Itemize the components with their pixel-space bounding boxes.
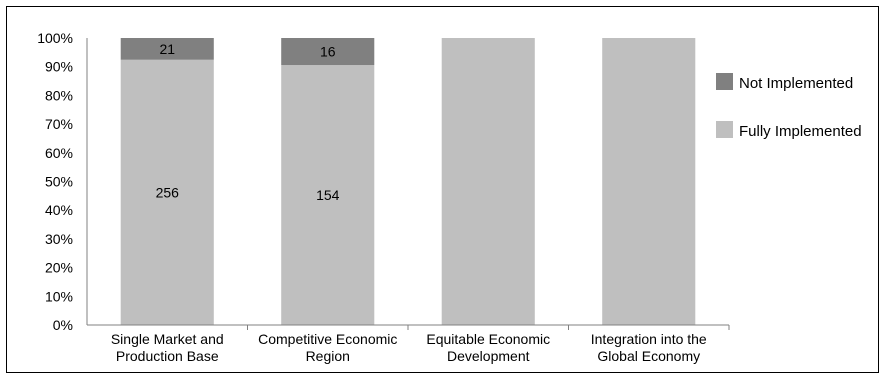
data-label-not-implemented: 21 (159, 41, 175, 57)
x-axis: Single Market and Production Base Competit… (87, 324, 730, 364)
y-tick-label: 10% (45, 288, 73, 304)
y-tick-label: 100% (37, 30, 73, 46)
bar-not-implemented (120, 38, 214, 60)
legend-swatch (716, 121, 733, 138)
y-axis: 0% 10% 20% 30% 40% 50% 60% 70% 80% 90% 100% (37, 30, 88, 333)
legend-label: Not Implemented (739, 75, 853, 92)
legend-swatch (716, 73, 733, 90)
bar-fully-implemented (281, 65, 375, 325)
legend-label: Fully Implemented (739, 123, 862, 140)
y-tick-label: 0% (53, 317, 73, 333)
bar-not-implemented (281, 38, 375, 66)
x-category-label: Equitable Economic Development (426, 331, 550, 364)
y-tick-label: 50% (45, 174, 73, 190)
x-category-label: Single Market and Production Base (111, 331, 224, 364)
bar-fully-implemented (441, 38, 535, 325)
y-tick-label: 20% (45, 260, 73, 276)
y-tick-label: 80% (45, 87, 73, 103)
legend: Not Implemented Fully Implemented (716, 73, 862, 140)
y-tick-label: 60% (45, 145, 73, 161)
bars: 256 21 154 16 (120, 38, 696, 326)
y-tick-label: 90% (45, 59, 73, 75)
y-tick-label: 70% (45, 116, 73, 132)
bar-fully-implemented (602, 38, 696, 325)
bar-fully-implemented (120, 59, 214, 326)
y-tick-label: 30% (45, 231, 73, 247)
data-label-fully-implemented: 256 (156, 184, 180, 200)
x-category-label: Integration into the Global Economy (591, 331, 707, 364)
x-category-label: Competitive Economic Region (258, 331, 397, 364)
y-tick-label: 40% (45, 202, 73, 218)
data-label-fully-implemented: 154 (316, 187, 340, 203)
data-label-not-implemented: 16 (320, 44, 336, 60)
